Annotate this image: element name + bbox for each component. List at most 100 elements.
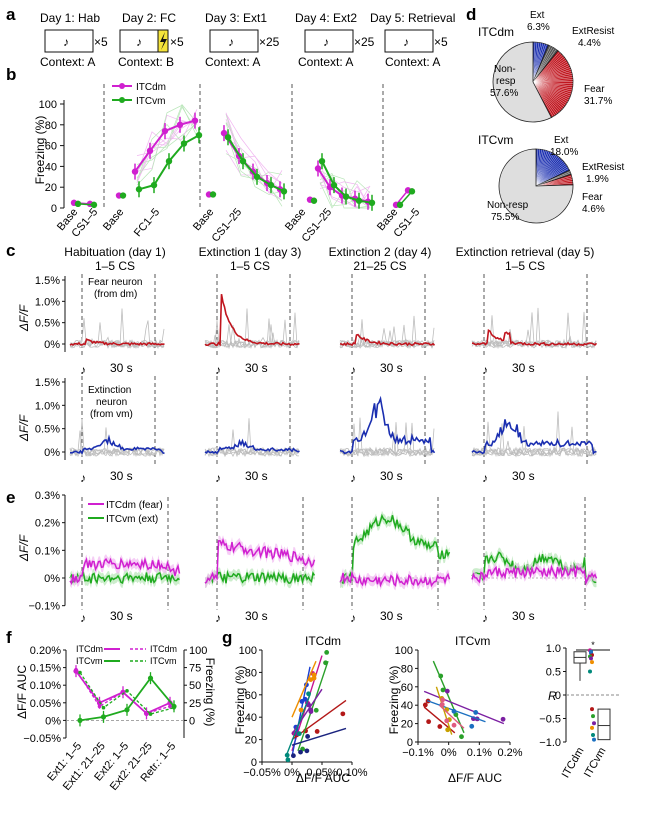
pie-slice-line [532,71,572,83]
pie-slice-line [535,153,555,187]
g-data-point [500,716,506,722]
g-xtick-label: 0.05% [306,767,337,779]
r-ytick-label: 1.0 [546,643,561,655]
c-ylabel-1: ΔF/F [17,304,31,332]
repeat-count: ×5 [94,35,108,49]
pie-slice-line [535,149,542,187]
c-time-label: 30 s [512,361,535,375]
b-legend: ITCdm ITCvm [112,82,166,107]
b-ylabel: Freezing (%) [33,116,47,185]
c-trial-trace [471,339,597,349]
g-fit-line [438,704,465,729]
r-point-vm [592,721,596,726]
b-individual-trace [319,178,371,193]
cs-box [209,29,259,53]
c-trial-trace [69,427,165,457]
b-individual-trace [319,182,371,209]
c-trial-trace [69,447,165,458]
b-individual-trace [319,174,371,209]
b-point-vm [195,132,203,139]
g-data-point [451,722,457,728]
b-xtick-label: Base [283,206,308,233]
panel-f: ΔF/F AUC Freezing (%) −0.05% 0% 0.05% 0.10%… [15,644,217,793]
c-mean-trace [69,434,165,455]
b-point-dm [176,121,184,128]
pie-slice-line [532,81,573,89]
c-ytick-label: 0% [44,447,60,459]
g-data-point [308,707,314,713]
r-point-vm [591,714,595,719]
e-sem-band-dm [340,568,450,591]
b-point-vm [310,197,318,204]
repeat-count: ×5 [170,35,184,49]
pie-slice-line [532,81,573,87]
e-note-icon: ♪ [215,611,221,625]
g-data-point [311,672,317,678]
c-mean-trace [339,395,436,455]
panel-a: Day 1: Hab ♪ ×5 Context: A Day 2: FC ♪ ×… [40,11,455,69]
b-ytick-label: 80 [45,120,57,132]
context-label: Context: A [385,55,440,69]
g-ytick-label: 80 [401,663,413,675]
f-point [77,717,83,724]
pie-slice-line [532,81,568,102]
cs-box [384,29,434,53]
day-4: Day 4: Ext2 ♪ ×25 Context: A [295,11,375,69]
panel-label-b: b [6,65,16,84]
f-point [168,704,172,709]
g-data-point [306,691,311,697]
g-data-point [290,753,296,759]
r-ytick-label: −0.5 [539,714,561,726]
f-ytick-label-right: 0 [189,715,195,727]
day-3: Day 3: Ext1 ♪ ×25 Context: A [205,11,280,69]
pie-slice-line [532,48,555,83]
c-header-3: Extinction 2 (day 4) [329,245,432,259]
c-mean-trace [339,333,436,347]
day-title: Day 3: Ext1 [205,11,267,25]
f-ytick-label-right: 25 [189,698,201,710]
pie-slice [492,41,552,123]
c-ext-label-1: Extinction [88,385,131,396]
e-ytick-label: 0% [44,573,60,585]
r-point-dm [589,649,593,654]
pie-slice-line [535,149,544,187]
b-ytick-label: 0 [51,203,57,215]
c-note-icon: ♪ [80,471,86,485]
pie-slice-line [535,150,548,187]
g-ytick-label: 80 [245,667,257,679]
pie-slice-line [532,54,563,83]
b-point-dm [146,147,154,154]
f-ytick-label-left: −0.05% [23,733,61,745]
g-data-point [299,699,305,704]
d-vm-extresist: ExtResist [582,162,624,173]
e-mean-trace-dm [204,538,316,584]
f-ytick-label-left: 0.10% [30,680,61,692]
g-fit-line [435,686,453,735]
g-ytick-label: 20 [401,719,413,731]
b-point-vm [342,193,350,200]
g-data-point [459,734,464,740]
g-r-ylabel: R [548,689,557,703]
g-xtick-label: 0% [441,747,457,759]
f-legend-vm2: ITCvm [150,656,177,666]
b-individual-trace [225,153,283,207]
c-sub-4: 1–5 CS [505,259,545,273]
c-mean-trace [471,419,597,455]
g-fit-line [432,660,465,734]
c-note-icon: ♪ [482,363,488,377]
b-individual-trace [319,172,370,209]
b-xtick-label: Base [191,206,216,233]
pie-slice-line [532,77,573,83]
g-ytick-label: 0 [251,757,257,769]
f-point [172,705,176,710]
e-sem-band-vm [340,510,450,589]
b-point-vm [224,134,232,141]
g-data-point [298,707,304,713]
r-ytick-label: −1.0 [539,737,561,749]
f-ytick-label-right: 50 [189,680,201,692]
c-trial-trace [471,446,597,458]
panel-label-c: c [6,241,15,260]
c-ext-label-2: neuron [96,397,127,408]
r-box-vm [597,708,611,741]
